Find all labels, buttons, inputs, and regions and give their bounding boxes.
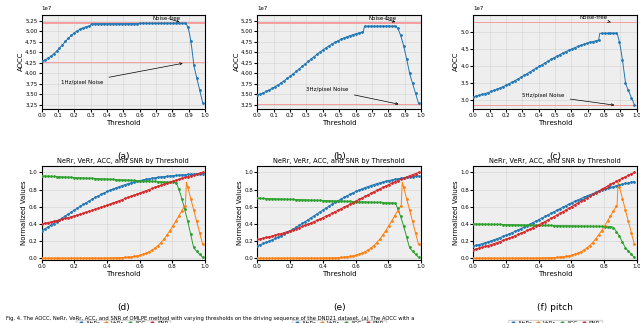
Text: (d): (d) [117,303,130,312]
Text: Fig. 4. The AOCC, NeRr, VeRr, ACC, and SNR of OMLPE method with varying threshol: Fig. 4. The AOCC, NeRr, VeRr, ACC, and S… [6,317,415,321]
Y-axis label: AOCC: AOCC [453,52,459,71]
Y-axis label: AOCC: AOCC [18,52,24,71]
Text: (f) pitch: (f) pitch [537,303,573,312]
Text: 3Hz/pixel Noise: 3Hz/pixel Noise [307,87,398,105]
Legend: NeRr, VeRr, ACC, SNR: NeRr, VeRr, ACC, SNR [77,320,170,323]
Y-axis label: Normalized Values: Normalized Values [237,181,243,245]
Text: Noise-free: Noise-free [580,15,611,22]
X-axis label: Threshold: Threshold [106,271,141,276]
Text: 5Hz/pixel Noise: 5Hz/pixel Noise [522,93,614,106]
X-axis label: Threshold: Threshold [538,271,572,276]
Y-axis label: Normalized Values: Normalized Values [453,181,459,245]
Text: (e): (e) [333,303,346,312]
Legend: NeRr, VeRr, ACC, SNR: NeRr, VeRr, ACC, SNR [508,320,602,323]
X-axis label: Threshold: Threshold [106,120,141,126]
Y-axis label: AOCC: AOCC [234,52,239,71]
Bar [257,104,421,105]
Bar [257,22,421,24]
X-axis label: Threshold: Threshold [322,271,356,276]
Text: (a): (a) [117,152,130,162]
Y-axis label: Normalized Values: Normalized Values [21,181,28,245]
X-axis label: Threshold: Threshold [538,120,572,126]
Bar [474,22,637,23]
Title: NeRr, VeRr, ACC, and SNR by Threshold: NeRr, VeRr, ACC, and SNR by Threshold [273,158,405,164]
Text: (b): (b) [333,152,346,162]
Text: (c): (c) [549,152,561,162]
X-axis label: Threshold: Threshold [322,120,356,126]
Title: NeRr, VeRr, ACC, and SNR by Threshold: NeRr, VeRr, ACC, and SNR by Threshold [489,158,621,164]
Legend: NeRr, VeRr, ACC, SNR: NeRr, VeRr, ACC, SNR [292,320,386,323]
Text: Noise-free: Noise-free [153,16,181,22]
Bar [42,62,205,63]
Text: 1Hz/pixel Noise: 1Hz/pixel Noise [61,63,182,85]
Bar [474,105,637,106]
Title: NeRr, VeRr, ACC, and SNR by Threshold: NeRr, VeRr, ACC, and SNR by Threshold [58,158,189,164]
Bar [42,22,205,24]
Text: Noise-free: Noise-free [369,16,397,22]
